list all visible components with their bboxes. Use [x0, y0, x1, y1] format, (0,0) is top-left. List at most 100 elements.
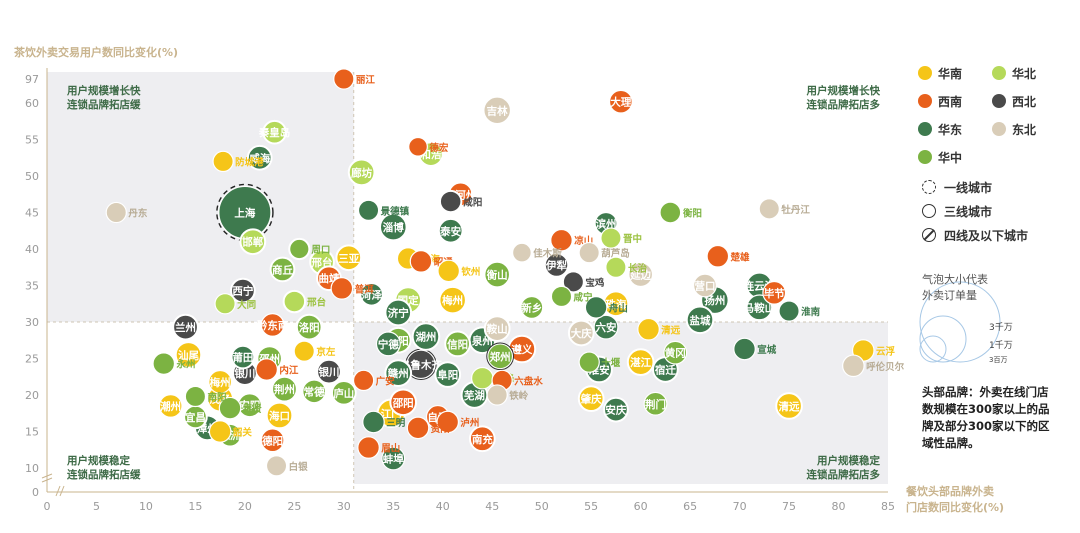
bubble [643, 391, 668, 416]
bubble-group: 宝鸡 [562, 271, 605, 293]
y-tick-label: 0 [32, 486, 39, 499]
bubble-label: 洛阳 [299, 321, 320, 334]
legend-label: 华南 [938, 66, 963, 81]
bubble-label: 上海 [234, 207, 255, 220]
bubble-group: 常德 [302, 379, 327, 404]
x-tick-label: 80 [832, 500, 846, 513]
bubble-label: 呼伦贝尔 [866, 361, 905, 373]
legend-item-huadong: 华东 [918, 118, 962, 140]
bubble-group: 周口 [288, 237, 330, 261]
bubble [608, 89, 633, 114]
bubble-group: 钦州 [437, 259, 480, 283]
tier3-ring [775, 392, 803, 420]
quadrant-bottom-left-line2: 连锁品牌拓店缓 [67, 468, 141, 481]
bubble [175, 341, 202, 368]
bubble-group: 赣州 [384, 359, 413, 387]
bubble [214, 293, 236, 315]
bubble-group: 秦皇岛 [258, 119, 291, 145]
x-tick-label: 35 [386, 500, 400, 513]
tier3-ring [468, 425, 496, 453]
bubble [406, 416, 430, 440]
bubble-label: 安庆 [605, 404, 626, 417]
legend-tier-label: 一线城市 [944, 180, 993, 195]
bubble-label: 菏泽 [361, 288, 382, 301]
bubble-group: 威海 [246, 144, 273, 171]
bubble-group: 凉山 [550, 228, 593, 252]
bubble-group: 庐山 [330, 379, 357, 406]
bubble-group: 德阳 [260, 428, 285, 453]
bubble-label: 周口 [311, 245, 330, 256]
bubble-group: 毕节 [762, 280, 787, 305]
size-legend-circle [919, 281, 1001, 363]
bubble-label: 宿迁 [655, 363, 676, 376]
tier3-ring [603, 396, 629, 423]
bubble-label: 六盘水 [514, 375, 543, 387]
bubble-group: 商丘 [269, 256, 296, 283]
bubble-label: 秦皇岛 [258, 126, 291, 139]
bubble-group: 邢台 [282, 289, 327, 314]
y-axis-break [41, 477, 53, 483]
x-tick-label: 70 [733, 500, 747, 513]
bubble-group: 郑州 [486, 342, 515, 371]
bubble-group: 铁岭 [486, 384, 529, 406]
bubble-group: 海口 [265, 401, 294, 430]
bubble [436, 410, 460, 434]
x-tick-label: 55 [584, 500, 598, 513]
legend-label: 华北 [1012, 66, 1037, 81]
tier3-ring [626, 348, 655, 376]
x-tick-label: 75 [782, 500, 796, 513]
bubble-label: 邵阳 [392, 397, 414, 409]
bubble-group: 西宁 [230, 277, 256, 304]
bubble-label: 珠海 [605, 298, 626, 311]
size-legend-circle [919, 315, 967, 363]
bubble-group: 咸阳 [438, 189, 482, 214]
bubble-label: 莆田 [232, 351, 253, 364]
y-tick-label: 15 [25, 426, 39, 439]
tier3-ring [378, 212, 408, 242]
bubble [746, 294, 773, 321]
tier3-ring [411, 322, 441, 351]
bubble-label: 宁德 [378, 338, 399, 351]
x-tick-label: 25 [287, 500, 301, 513]
legend-label: 东北 [1012, 122, 1037, 137]
bubble-group: 梅州 [208, 369, 233, 394]
bubble-group: 湖州 [411, 322, 441, 351]
bubble [550, 228, 573, 252]
bubble [330, 277, 354, 300]
bubble-label: 荆门 [645, 398, 666, 411]
bubble-label: 三亚 [338, 253, 359, 265]
bubble-group: 肇庆 [577, 385, 605, 413]
bubble-label: 淄博 [383, 221, 404, 234]
bubble [487, 343, 514, 370]
bubble-label: 滨州 [596, 217, 617, 230]
y-tick-label: 25 [25, 353, 39, 366]
dot-icon [992, 94, 1006, 108]
bubble-group: 咸宁 [550, 285, 594, 308]
bubble-label: 湛江 [630, 356, 651, 369]
bubble [628, 262, 654, 288]
legend-item-dongbei: 东北 [992, 118, 1036, 140]
y-tick-label: 97 [25, 73, 39, 86]
bubble-group: 呼伦贝尔 [842, 354, 905, 378]
bubble-label: 泰安 [439, 225, 461, 238]
size-legend-title: 气泡大小代表 外卖订单量 [922, 272, 988, 304]
y-tick-label: 60 [25, 97, 39, 110]
bubble [152, 352, 176, 375]
bubble-label: 咸宁 [573, 291, 594, 303]
bubble-label: 佳木斯 [533, 248, 562, 260]
y-tick-label: 50 [25, 170, 39, 183]
bubble-label: 奉贤 [242, 403, 263, 415]
bubble [544, 253, 569, 277]
chart-axes: 0 10 15 20 25 30 35 40 45 50 55 60 97 0 5 10 15 20 25 30 35 4… [25, 68, 895, 513]
bubble-group: 淮南 [778, 300, 821, 322]
dashed-circle-icon [922, 180, 936, 194]
bubble [265, 455, 288, 477]
bubble-group: 葫芦岛 [578, 241, 630, 264]
bubble-label: 宣城 [757, 344, 777, 356]
bubble [600, 227, 622, 249]
quadrant-top-left-line1: 用户规模增长快 [66, 84, 141, 97]
tier3-ring [359, 281, 384, 307]
bubble [208, 420, 232, 443]
bubble-label: 邢台 [307, 297, 327, 309]
